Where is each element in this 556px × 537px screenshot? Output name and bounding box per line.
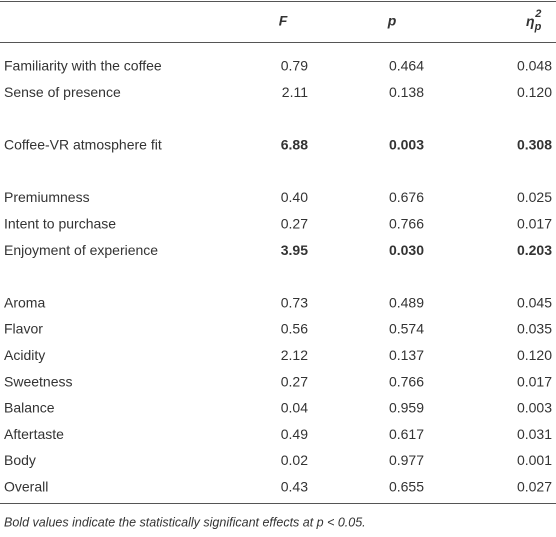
cell: 2.12 [281, 347, 308, 363]
row-label: Familiarity with the coffee [4, 58, 162, 74]
cell: 0.27 [281, 373, 308, 389]
eta-superscript: 2 [534, 8, 541, 20]
row-label: Aroma [4, 294, 45, 310]
column-header: F [279, 13, 288, 29]
cell: 0.003 [517, 400, 552, 416]
cell: 0.027 [517, 479, 552, 495]
cell: 0.030 [389, 242, 424, 258]
cell: 0.025 [517, 189, 552, 205]
cell: 3.95 [281, 242, 308, 258]
cell: 0.045 [517, 294, 552, 310]
cell: 0.766 [389, 373, 424, 389]
row-label: Flavor [4, 321, 43, 337]
cell: 0.655 [389, 479, 424, 495]
cell: 6.88 [281, 137, 308, 153]
cell: 0.001 [517, 452, 552, 468]
cell: 0.137 [389, 347, 424, 363]
cell: 0.27 [281, 216, 308, 232]
cell: 0.676 [389, 189, 424, 205]
cell: 0.04 [281, 400, 308, 416]
cell: 0.977 [389, 452, 424, 468]
row-label: Aftertaste [4, 426, 64, 442]
cell: 0.49 [281, 426, 308, 442]
cell: 0.489 [389, 294, 424, 310]
row-label: Enjoyment of experience [4, 242, 158, 258]
footnote: Bold values indicate the statistically s… [4, 515, 366, 529]
cell: 0.959 [389, 400, 424, 416]
eta-subscript: p [534, 21, 542, 33]
cell: 2.11 [282, 84, 308, 100]
row-label: Balance [4, 400, 55, 416]
cell: 0.43 [281, 479, 308, 495]
cell: 0.203 [517, 242, 552, 258]
cell: 0.464 [389, 58, 424, 74]
cell: 0.120 [517, 84, 552, 100]
row-label: Sense of presence [4, 84, 121, 100]
row-label: Body [4, 452, 36, 468]
row-label: Intent to purchase [4, 216, 116, 232]
row-label: Acidity [4, 347, 45, 363]
cell: 0.56 [281, 321, 308, 337]
row-label: Sweetness [4, 373, 72, 389]
row-label: Coffee-VR atmosphere fit [4, 137, 162, 153]
column-header: ηp2 [526, 8, 542, 33]
cell: 0.120 [517, 347, 552, 363]
cell: 0.308 [517, 137, 552, 153]
cell: 0.40 [281, 189, 308, 205]
cell: 0.766 [389, 216, 424, 232]
eta-symbol: η [526, 13, 535, 29]
cell: 0.574 [389, 321, 424, 337]
cell: 0.017 [517, 216, 552, 232]
cell: 0.73 [281, 294, 308, 310]
cell: 0.79 [281, 58, 308, 74]
cell: 0.138 [389, 84, 424, 100]
cell: 0.035 [517, 321, 552, 337]
cell: 0.02 [281, 452, 308, 468]
cell: 0.617 [389, 426, 424, 442]
cell: 0.017 [517, 373, 552, 389]
row-label: Overall [4, 479, 48, 495]
cell: 0.031 [517, 426, 552, 442]
cell: 0.048 [517, 58, 552, 74]
cell: 0.003 [389, 137, 424, 153]
column-header: p [387, 13, 397, 29]
row-label: Premiumness [4, 189, 90, 205]
